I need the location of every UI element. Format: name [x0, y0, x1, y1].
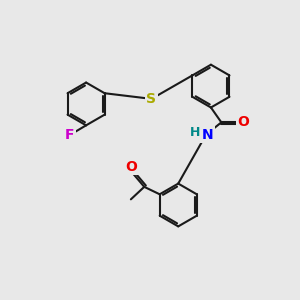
Text: N: N — [202, 128, 213, 142]
Text: S: S — [146, 92, 157, 106]
Text: H: H — [189, 126, 200, 139]
Text: F: F — [65, 128, 74, 142]
Text: O: O — [237, 116, 249, 129]
Text: O: O — [125, 160, 137, 174]
